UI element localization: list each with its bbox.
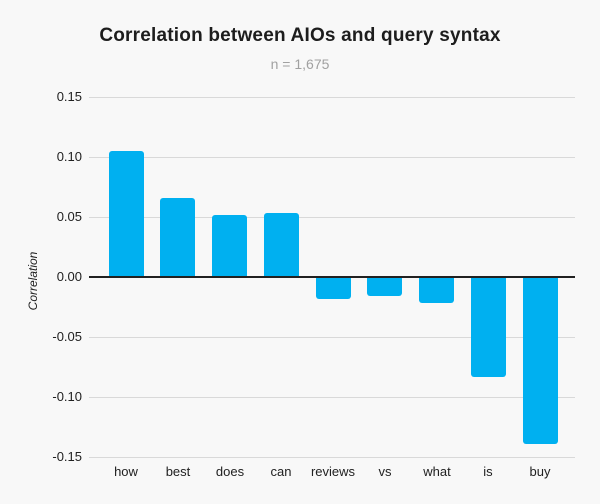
bar-is (471, 277, 506, 377)
y-tick-label: 0.00 (56, 269, 82, 284)
bar-how (109, 151, 144, 277)
x-tick-label-is: is (483, 464, 493, 479)
gridline (89, 157, 575, 158)
gridline (89, 457, 575, 458)
x-tick-label-what: what (423, 464, 451, 479)
x-tick-label-how: how (114, 464, 138, 479)
chart-title: Correlation between AIOs and query synta… (99, 25, 501, 46)
y-tick-label: -0.15 (52, 449, 82, 464)
y-tick-label: 0.10 (56, 149, 82, 164)
bar-buy (523, 277, 558, 444)
y-tick-label: -0.10 (52, 389, 82, 404)
x-tick-label-vs: vs (378, 464, 392, 479)
gridline (89, 397, 575, 398)
y-tick-label: -0.05 (52, 329, 82, 344)
x-tick-label-does: does (215, 464, 245, 479)
bar-best (160, 198, 195, 277)
x-tick-label-buy: buy (529, 464, 551, 479)
gridline (89, 337, 575, 338)
bar-what (419, 277, 454, 303)
zero-axis-line (89, 276, 575, 278)
bar-vs (367, 277, 402, 296)
gridline (89, 97, 575, 98)
x-tick-label-can: can (270, 464, 292, 479)
x-tick-label-reviews: reviews (310, 464, 356, 479)
bar-reviews (316, 277, 351, 299)
x-tick-label-best: best (165, 464, 191, 479)
gridline (89, 217, 575, 218)
y-tick-label: 0.05 (56, 209, 82, 224)
chart-subtitle: n = 1,675 (270, 56, 330, 72)
y-tick-label: 0.15 (56, 89, 82, 104)
bar-does (212, 215, 247, 277)
bar-can (264, 213, 299, 277)
